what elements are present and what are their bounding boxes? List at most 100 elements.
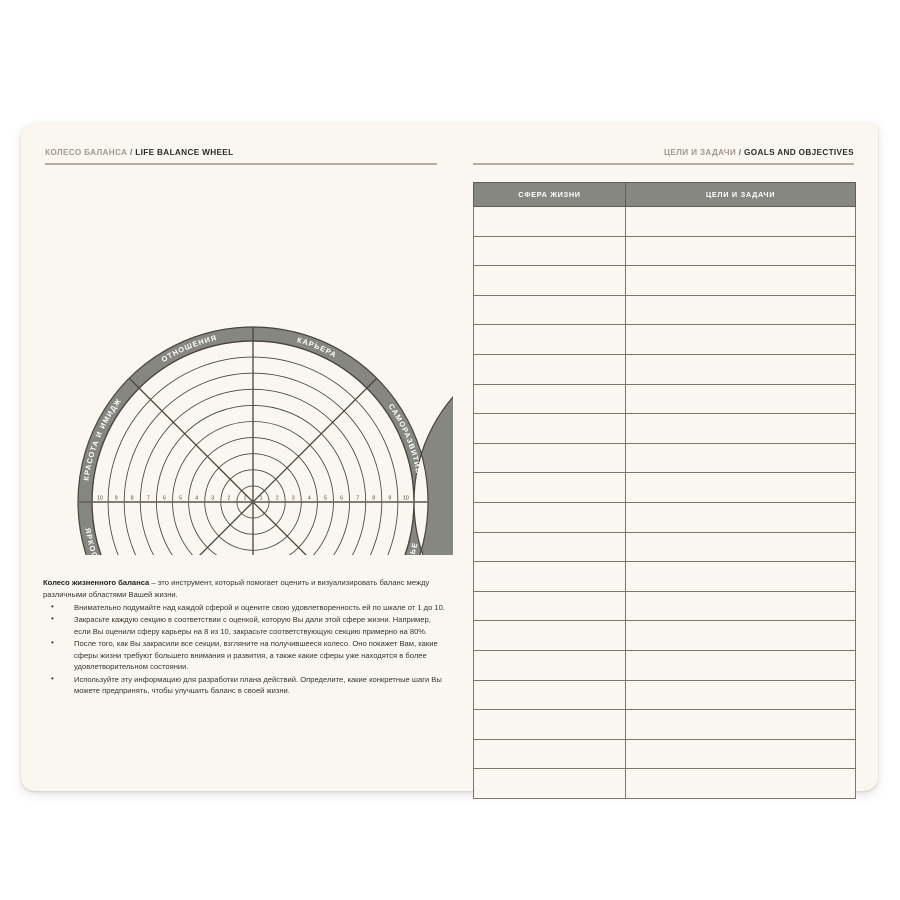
table-row[interactable] — [473, 353, 856, 385]
table-row[interactable] — [473, 590, 856, 622]
wheel-sector-divider — [199, 501, 254, 555]
section-header-goals-and-objectives: ЦЕЛИ И ЗАДАЧИ / GOALS AND OBJECTIVES — [664, 148, 854, 157]
cell-goals[interactable] — [625, 709, 856, 740]
wheel-scale-number: 8 — [372, 495, 375, 501]
goals-table-body[interactable] — [473, 206, 856, 799]
wheel-scale-number: 2 — [227, 495, 230, 501]
table-row[interactable] — [473, 620, 856, 651]
cell-goals[interactable] — [625, 590, 856, 622]
wheel-scale-number: 4 — [195, 495, 198, 501]
cell-goals[interactable] — [625, 679, 856, 711]
cell-goals[interactable] — [625, 265, 856, 296]
wheel-scale-number: 3 — [211, 495, 214, 501]
header-left-divider — [45, 163, 437, 165]
table-row[interactable] — [473, 265, 856, 296]
table-row[interactable] — [473, 206, 856, 237]
header-left-english: LIFE BALANCE WHEEL — [135, 148, 234, 157]
table-row[interactable] — [473, 413, 856, 444]
cell-goals[interactable] — [625, 383, 856, 415]
cell-goals[interactable] — [625, 531, 856, 563]
cell-goals[interactable] — [625, 442, 856, 474]
table-row[interactable] — [473, 501, 856, 533]
cell-goals[interactable] — [625, 353, 856, 385]
worksheet-page: КОЛЕСО БАЛАНСА / LIFE BALANCE WHEEL ЦЕЛИ… — [21, 123, 878, 799]
cell-goals[interactable] — [625, 206, 856, 237]
table-row[interactable] — [473, 768, 856, 799]
instructions-block: Колесо жизненного баланса – это инструме… — [43, 577, 448, 698]
wheel-scale-number: 5 — [179, 495, 182, 501]
table-row[interactable] — [473, 561, 856, 592]
instructions-list: Внимательно подумайте над каждой сферой … — [43, 601, 448, 698]
cell-life-sphere[interactable] — [473, 324, 626, 355]
cell-life-sphere[interactable] — [473, 353, 626, 385]
cell-goals[interactable] — [625, 768, 856, 799]
table-row[interactable] — [473, 531, 856, 563]
header-right-divider — [473, 163, 854, 165]
cell-goals[interactable] — [625, 472, 856, 503]
life-balance-wheel-svg[interactable]: 10 9 8 7 6 5 4 3 2 1 1 2 3 4 5 6 7 8 9 10КАРЬЕРАСАМОРАЗВИТИ… — [33, 185, 453, 555]
cell-life-sphere[interactable] — [473, 649, 626, 681]
cell-goals[interactable] — [625, 738, 856, 770]
wheel-scale-number: 5 — [324, 495, 327, 501]
cell-goals[interactable] — [625, 294, 856, 326]
table-row[interactable] — [473, 738, 856, 770]
wheel-scale-number: 7 — [147, 495, 150, 501]
wheel-scale-number: 8 — [131, 495, 134, 501]
wheel-sector-divider — [252, 377, 378, 503]
cell-life-sphere[interactable] — [473, 383, 626, 415]
instruction-bullet: После того, как Вы закрасили все секции,… — [43, 637, 448, 673]
cell-life-sphere[interactable] — [473, 501, 626, 533]
cell-life-sphere[interactable] — [473, 206, 626, 237]
cell-life-sphere[interactable] — [473, 442, 626, 474]
cell-life-sphere[interactable] — [473, 531, 626, 563]
wheel-scale-number: 9 — [115, 495, 118, 501]
table-row[interactable] — [473, 679, 856, 711]
table-row[interactable] — [473, 383, 856, 415]
cell-life-sphere[interactable] — [473, 472, 626, 503]
table-row[interactable] — [473, 709, 856, 740]
cell-life-sphere[interactable] — [473, 294, 626, 326]
table-row[interactable] — [473, 472, 856, 503]
cell-goals[interactable] — [625, 561, 856, 592]
wheel-scale-number: 1 — [244, 495, 247, 501]
instruction-bullet: Используйте эту информацию для разработк… — [43, 673, 448, 698]
instructions-intro-rest: – это инструмент, который помогает оцени… — [43, 578, 430, 599]
table-row[interactable] — [473, 324, 856, 355]
wheel-scale-number: 3 — [292, 495, 295, 501]
table-row[interactable] — [473, 235, 856, 267]
section-header-life-balance-wheel: КОЛЕСО БАЛАНСА / LIFE BALANCE WHEEL — [45, 148, 233, 157]
cell-goals[interactable] — [625, 235, 856, 267]
life-balance-wheel[interactable]: 10 9 8 7 6 5 4 3 2 1 1 2 3 4 5 6 7 8 9 10 КАРЬЕРА САМОРАЗВИТИ… — [33, 185, 453, 555]
wheel-scale-number: 6 — [163, 495, 166, 501]
instruction-bullet: Закрасьте каждую секцию в соответствии с… — [43, 613, 448, 638]
instructions-intro: Колесо жизненного баланса – это инструме… — [43, 577, 448, 601]
cell-life-sphere[interactable] — [473, 235, 626, 267]
instructions-intro-bold: Колесо жизненного баланса — [43, 578, 150, 587]
cell-life-sphere[interactable] — [473, 738, 626, 770]
table-header-row: СФЕРА ЖИЗНИ ЦЕЛИ И ЗАДАЧИ — [473, 182, 856, 207]
cell-life-sphere[interactable] — [473, 709, 626, 740]
table-row[interactable] — [473, 442, 856, 474]
cell-life-sphere[interactable] — [473, 413, 626, 444]
cell-goals[interactable] — [625, 649, 856, 681]
cell-life-sphere[interactable] — [473, 561, 626, 592]
cell-life-sphere[interactable] — [473, 679, 626, 711]
table-row[interactable] — [473, 649, 856, 681]
header-right-english: GOALS AND OBJECTIVES — [744, 148, 854, 157]
table-col-header-goals: ЦЕЛИ И ЗАДАЧИ — [625, 182, 856, 207]
cell-goals[interactable] — [625, 501, 856, 533]
goals-and-objectives-table[interactable]: СФЕРА ЖИЗНИ ЦЕЛИ И ЗАДАЧИ — [473, 182, 856, 799]
cell-life-sphere[interactable] — [473, 265, 626, 296]
wheel-scale-number: 4 — [308, 495, 311, 501]
cell-goals[interactable] — [625, 413, 856, 444]
cell-life-sphere[interactable] — [473, 620, 626, 651]
cell-goals[interactable] — [625, 324, 856, 355]
cell-life-sphere[interactable] — [473, 768, 626, 799]
cell-goals[interactable] — [625, 620, 856, 651]
wheel-scale-number: 10 — [403, 495, 409, 501]
table-row[interactable] — [473, 294, 856, 326]
cell-life-sphere[interactable] — [473, 590, 626, 622]
wheel-scale-number: 7 — [356, 495, 359, 501]
wheel-scale-number: 10 — [97, 495, 103, 501]
